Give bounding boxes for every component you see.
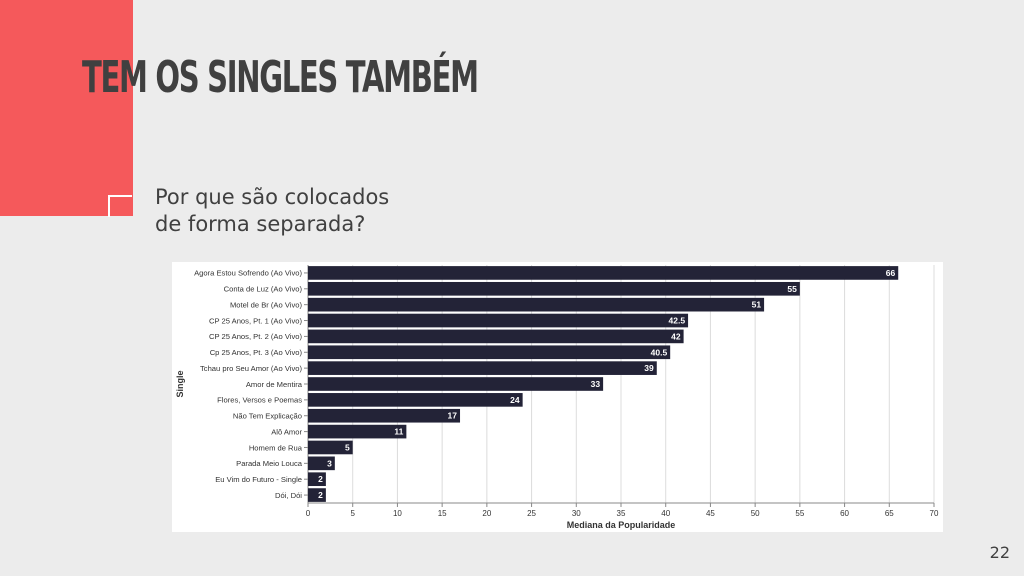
category-label: Tchau pro Seu Amor (Ao Vivo) xyxy=(200,364,302,373)
bar xyxy=(308,361,657,375)
x-tick-label: 30 xyxy=(572,509,581,518)
subtitle-line-1: Por que são colocados xyxy=(155,185,390,209)
subtitle-line-2: de forma separada? xyxy=(155,212,366,236)
value-label: 39 xyxy=(644,363,654,373)
x-axis-title: Mediana da Popularidade xyxy=(567,520,676,530)
value-label: 5 xyxy=(345,442,350,452)
value-label: 24 xyxy=(510,395,520,405)
x-tick-label: 15 xyxy=(438,509,447,518)
value-label: 40.5 xyxy=(651,347,668,357)
category-label: Não Tem Explicação xyxy=(233,412,302,421)
bar xyxy=(308,281,800,296)
value-label: 3 xyxy=(327,458,332,468)
value-label: 51 xyxy=(752,300,762,310)
category-label: CP 25 Anos, Pt. 1 (Ao Vivo) xyxy=(209,316,302,325)
value-label: 2 xyxy=(318,490,323,500)
bar xyxy=(308,393,523,407)
value-label: 42.5 xyxy=(669,316,686,326)
x-tick-label: 25 xyxy=(527,509,536,518)
x-tick-label: 55 xyxy=(795,509,804,518)
value-label: 66 xyxy=(886,268,896,278)
value-label: 17 xyxy=(448,411,458,421)
value-label: 2 xyxy=(318,474,323,484)
x-tick-label: 40 xyxy=(661,509,670,518)
corner-bracket xyxy=(108,195,132,217)
category-label: Homem de Rua xyxy=(249,443,303,452)
category-label: Alô Amor xyxy=(271,427,302,436)
category-label: Dói, Dói xyxy=(275,491,302,500)
category-label: Flores, Versos e Poemas xyxy=(217,396,302,405)
slide-subtitle: Por que são colocados de forma separada? xyxy=(155,184,475,238)
category-label: Agora Estou Sofrendo (Ao Vivo) xyxy=(194,269,302,278)
x-tick-label: 60 xyxy=(840,509,849,518)
value-label: 55 xyxy=(787,284,797,294)
x-tick-label: 20 xyxy=(482,509,491,518)
x-tick-label: 10 xyxy=(393,509,402,518)
chart-panel: 0 5 10 15 20 25 30 35 40 45 50 55 60 65 70 Agora Estou … xyxy=(172,262,943,532)
bar-chart: 0 5 10 15 20 25 30 35 40 45 50 55 60 65 70 Agora Estou … xyxy=(172,262,943,537)
category-label: Amor de Mentira xyxy=(246,380,303,389)
bar xyxy=(308,377,604,391)
accent-block xyxy=(0,0,133,216)
x-tick-label: 50 xyxy=(751,509,760,518)
bar xyxy=(308,456,335,471)
bar xyxy=(308,297,765,312)
x-tick-label: 45 xyxy=(706,509,715,518)
category-label: Motel de Br (Ao Vivo) xyxy=(230,300,303,309)
category-label: Parada Meio Louca xyxy=(236,459,303,468)
slide-title: TEM OS SINGLES TAMBÉM xyxy=(82,52,479,103)
y-axis-title: Single xyxy=(175,370,185,397)
value-label: 11 xyxy=(394,427,403,437)
bar xyxy=(308,424,407,439)
category-label: Cp 25 Anos, Pt. 3 (Ao Vivo) xyxy=(210,348,303,357)
bar xyxy=(308,440,353,455)
bar xyxy=(308,408,461,423)
bar xyxy=(308,329,684,344)
x-tick-label: 70 xyxy=(930,509,939,518)
category-label: Eu Vim do Futuro - Single xyxy=(215,475,302,484)
x-tick-label: 35 xyxy=(617,509,626,518)
x-tick-label: 0 xyxy=(306,509,311,518)
page-number: 22 xyxy=(989,543,1010,562)
bar xyxy=(308,266,899,280)
bar xyxy=(308,345,671,360)
category-label: Conta de Luz (Ao Vivo) xyxy=(224,285,303,294)
bar xyxy=(308,472,326,487)
value-label: 42 xyxy=(671,331,681,341)
bar xyxy=(308,488,326,502)
value-label: 33 xyxy=(591,379,601,389)
bar xyxy=(308,313,689,328)
x-tick-label: 5 xyxy=(350,509,355,518)
x-tick-label: 65 xyxy=(885,509,894,518)
category-label: CP 25 Anos, Pt. 2 (Ao Vivo) xyxy=(209,332,302,341)
